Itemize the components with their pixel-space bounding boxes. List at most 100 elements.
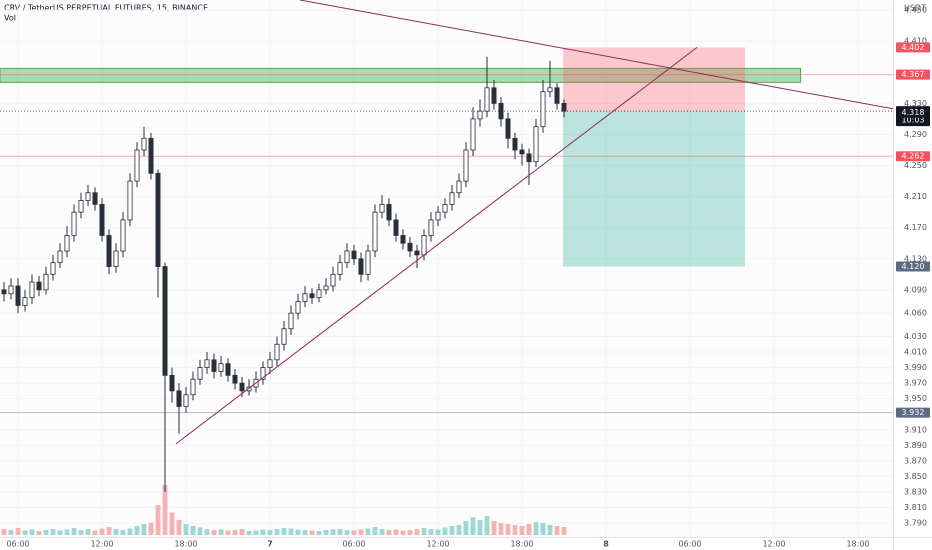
y-tick-label: 4.450 <box>904 6 927 15</box>
price-tag <box>896 151 930 162</box>
candle-body <box>99 203 105 236</box>
volume-bar <box>316 531 322 535</box>
trend-line <box>299 0 894 110</box>
candle-body <box>393 219 399 236</box>
candle-body <box>302 293 308 302</box>
volume-bar <box>379 529 385 535</box>
volume-bar <box>449 526 455 535</box>
candle-body <box>400 235 406 244</box>
candle-body <box>113 250 119 267</box>
price-tag-label: 4.120 <box>902 262 925 271</box>
volume-bar <box>428 529 434 535</box>
candle-body <box>176 390 182 407</box>
candle-body <box>169 374 175 392</box>
candle-body <box>540 91 546 128</box>
candle-body <box>449 192 455 205</box>
candle-body <box>372 211 378 252</box>
volume-bar <box>50 529 56 535</box>
candle-body <box>498 102 504 120</box>
x-tick-label: 06:00 <box>678 540 701 549</box>
candle-body <box>316 289 322 299</box>
y-tick-label: 3.850 <box>904 472 927 481</box>
x-tick-label: 12:00 <box>426 540 449 549</box>
volume-bar <box>323 530 329 535</box>
y-tick-label: 3.950 <box>904 394 927 403</box>
countdown-label: 10:03 <box>901 116 924 125</box>
candle-body <box>365 250 371 275</box>
volume-bar <box>393 529 399 535</box>
candle-body <box>288 312 294 330</box>
candle-body <box>267 359 273 368</box>
currency-label: USDT <box>904 4 926 13</box>
volume-bar <box>162 485 168 535</box>
volume-bar <box>64 529 70 535</box>
price-tag-label: 4.318 <box>902 108 925 117</box>
x-tick-label: 12:00 <box>90 540 113 549</box>
y-tick-label: 4.010 <box>904 348 927 357</box>
volume-bar <box>78 530 84 535</box>
volume-bar <box>365 528 371 535</box>
candle-body <box>1 289 7 295</box>
volume-bar <box>113 529 119 535</box>
volume-label: Vol <box>4 14 16 23</box>
candle-body <box>106 235 112 267</box>
price-tag-label: 4.402 <box>902 43 925 52</box>
candle-body <box>36 281 42 291</box>
price-tag-label: 3.932 <box>902 408 925 417</box>
candle-body <box>64 235 70 252</box>
candle-body <box>57 250 63 264</box>
volume-bar <box>407 530 413 535</box>
candle-body <box>358 258 364 275</box>
volume-bar <box>190 526 196 535</box>
volume-bar <box>463 521 469 535</box>
volume-bar <box>351 530 357 535</box>
y-tick-label: 4.410 <box>904 37 927 46</box>
x-tick-label: 06:00 <box>6 540 29 549</box>
candle-body <box>309 293 315 299</box>
volume-bar <box>274 529 280 535</box>
volume-bar <box>400 530 406 535</box>
volume-bar <box>281 528 287 535</box>
candle-body <box>148 137 154 174</box>
candle-body <box>197 367 203 380</box>
volume-bar <box>512 525 518 535</box>
volume-bar <box>505 524 511 535</box>
y-tick-label: 3.830 <box>904 487 927 496</box>
volume-bar <box>477 520 483 535</box>
candle-body <box>274 343 280 361</box>
candle-body <box>330 273 336 287</box>
candle-body <box>78 200 84 213</box>
volume-bar <box>540 523 546 535</box>
chart-title: CRV / TetherUS PERPETUAL FUTURES, 15, BI… <box>4 4 208 13</box>
candle-body <box>435 211 441 221</box>
volume-bar <box>204 529 210 535</box>
volume-bar <box>29 529 35 535</box>
candle-body <box>260 367 266 380</box>
trend-line <box>175 47 698 445</box>
candle-body <box>204 359 210 368</box>
volume-bar <box>148 522 154 535</box>
candle-body <box>379 203 385 213</box>
candle-body <box>505 118 511 139</box>
y-tick-label: 4.090 <box>904 285 927 294</box>
candle-body <box>561 102 567 112</box>
volume-bar <box>309 530 315 535</box>
volume-bar <box>337 529 343 535</box>
candle-body <box>162 266 168 376</box>
candle-body <box>218 363 224 372</box>
y-tick-label: 4.030 <box>904 332 927 341</box>
volume-bar <box>456 525 462 535</box>
volume-bar <box>484 516 490 535</box>
candle-body <box>414 250 420 256</box>
y-tick-label: 4.060 <box>904 309 927 318</box>
volume-bar <box>197 527 203 535</box>
candle-body <box>323 285 329 291</box>
candle-body <box>351 250 357 260</box>
candle-body <box>225 363 231 376</box>
candle-body <box>85 192 91 201</box>
candle-body <box>183 394 189 407</box>
volume-bar <box>120 530 126 535</box>
candle-body <box>22 297 28 306</box>
grid <box>0 0 893 537</box>
